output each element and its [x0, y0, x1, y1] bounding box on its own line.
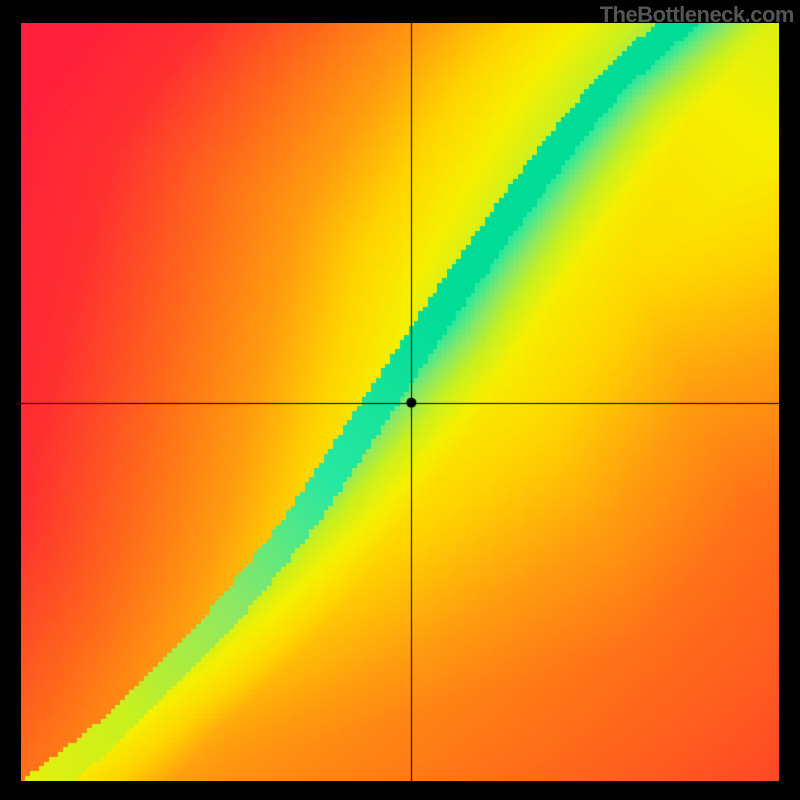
chart-container: { "watermark": "TheBottleneck.com", "hea… [0, 0, 800, 800]
watermark-text: TheBottleneck.com [594, 0, 800, 30]
bottleneck-heatmap [21, 23, 779, 781]
